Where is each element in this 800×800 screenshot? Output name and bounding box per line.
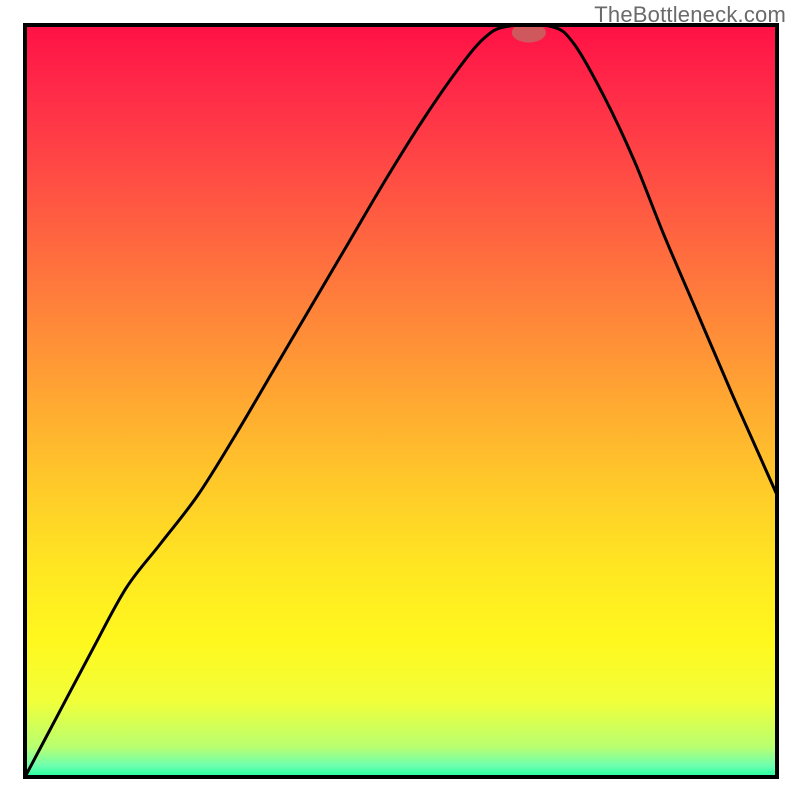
chart-container: TheBottleneck.com (0, 0, 800, 800)
gradient-background (25, 25, 777, 777)
watermark-text: TheBottleneck.com (594, 2, 786, 28)
bottleneck-chart (0, 0, 800, 800)
